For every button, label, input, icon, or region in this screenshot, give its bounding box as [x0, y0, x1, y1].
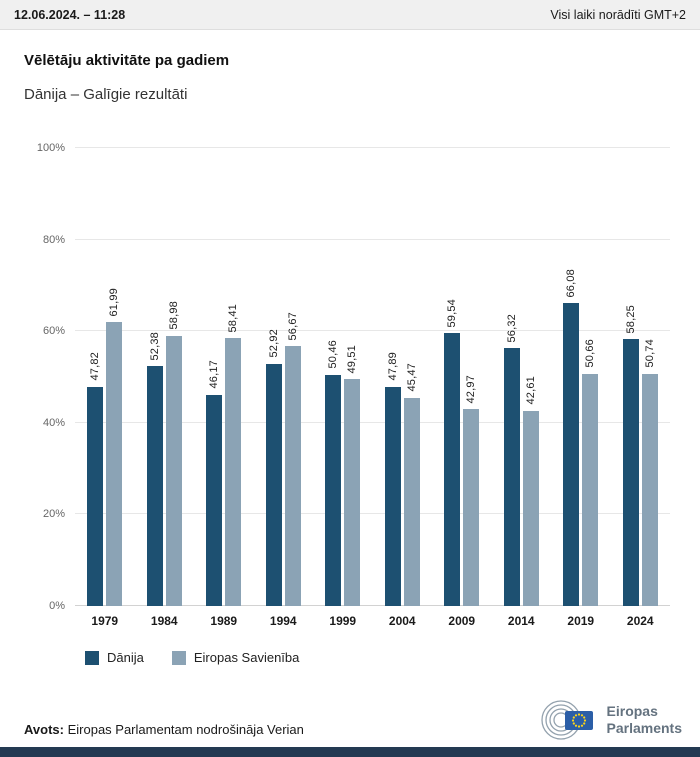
- ep-logo-text: Eiropas Parlaments: [607, 703, 682, 737]
- chart-plot-area: 0% 20% 40% 60% 80% 100% 47,82 61,99 52,38 58,98 46…: [37, 142, 671, 612]
- top-bar: 12.06.2024. – 11:28 Visi laiki norādīti …: [0, 0, 700, 30]
- bar-eiropas-savienība-1989: 58,41: [225, 304, 242, 606]
- bar-value-label: 59,54: [446, 298, 459, 328]
- y-tick-label: 20%: [42, 508, 65, 521]
- bar-value-label: 45,47: [405, 363, 418, 392]
- bar-value-label: 52,38: [148, 331, 161, 361]
- bar-eiropas-savienība-1979: 61,99: [106, 288, 123, 606]
- bar-value-label: 56,32: [505, 313, 518, 343]
- bar-group-1999: 50,46 49,51: [313, 148, 373, 606]
- gridline-0: [75, 605, 670, 606]
- y-tick-label: 40%: [42, 416, 65, 429]
- y-tick-label: 100%: [36, 142, 65, 154]
- bar-group-2009: 59,54 42,97: [432, 148, 492, 606]
- x-tick-label-2019: 2019: [567, 614, 595, 628]
- x-tick-label-1984: 1984: [150, 614, 178, 628]
- bar-group-1994: 52,92 56,67: [254, 148, 314, 606]
- source-label: Avots:: [24, 722, 64, 737]
- bar-value-label: 46,17: [208, 360, 221, 389]
- bar-value-label: 42,97: [465, 374, 478, 404]
- bar-value-label: 56,67: [286, 311, 299, 341]
- bar-value-label: 66,08: [565, 268, 578, 298]
- bar-dānija-2004: 47,89: [384, 352, 401, 606]
- bar-group-2004: 47,89 45,47: [373, 148, 433, 606]
- ep-logo-line2: Parlaments: [606, 720, 682, 736]
- y-tick-label: 60%: [42, 325, 65, 338]
- datetime-label: 12.06.2024. – 11:28: [14, 7, 126, 22]
- bar-group-2019: 66,08 50,66: [551, 148, 611, 606]
- legend-label: Eiropas Savienība: [193, 650, 300, 665]
- x-tick-label-2004: 2004: [388, 614, 416, 628]
- bar-dānija-2019: 66,08: [563, 269, 580, 606]
- gridline-80: [75, 238, 670, 240]
- ep-logo-line1: Eiropas: [606, 703, 658, 720]
- x-tick-label-1994: 1994: [269, 614, 297, 628]
- legend-label: Dānija: [107, 650, 144, 665]
- x-axis-labels: 1979 1984 1989 1994 1999 2004 2009 2014 2019 2024: [75, 614, 670, 628]
- x-tick-label-1979: 1979: [91, 614, 119, 628]
- gridline-60: [75, 330, 670, 332]
- bar-dānija-1984: 52,38: [146, 332, 163, 606]
- page-title: Vēlētāju aktivitāte pa gadiem: [24, 52, 230, 69]
- bar-dānija-1989: 46,17: [206, 360, 223, 606]
- bar-value-label: 47,82: [89, 352, 102, 381]
- bar-value-label: 58,98: [167, 301, 180, 330]
- bar-value-label: 58,25: [624, 304, 637, 334]
- bar-dānija-1994: 52,92: [265, 329, 282, 606]
- bar-eiropas-savienība-2004: 45,47: [403, 363, 420, 606]
- x-tick-label-2014: 2014: [507, 614, 535, 628]
- bar-eiropas-savienība-2009: 42,97: [463, 375, 480, 606]
- bar-eiropas-savienība-1994: 56,67: [284, 312, 301, 606]
- eu-flag-icon: [564, 711, 593, 730]
- bar-eiropas-savienība-1999: 49,51: [344, 345, 361, 606]
- title-block: Vēlētāju aktivitāte pa gadiem Dānija – G…: [0, 30, 700, 103]
- bar-value-label: 58,41: [227, 303, 240, 333]
- x-tick-label-1999: 1999: [329, 614, 357, 628]
- y-tick-label: 0%: [49, 600, 65, 612]
- bar-dānija-1979: 47,82: [87, 352, 104, 606]
- gridline-100: [75, 147, 670, 148]
- gridline-20: [75, 513, 670, 515]
- bar-group-2014: 56,32 42,61: [492, 148, 552, 606]
- bar-value-label: 49,51: [346, 344, 359, 374]
- bar-value-label: 52,92: [267, 329, 280, 358]
- legend-swatch: [171, 650, 186, 665]
- bar-group-2024: 58,25 50,74: [611, 148, 671, 606]
- bar-group-1984: 52,38 58,98: [135, 148, 195, 606]
- bar-dānija-2024: 58,25: [622, 305, 639, 606]
- bar-eiropas-savienība-2024: 50,74: [641, 339, 658, 606]
- bar-value-label: 50,74: [643, 339, 656, 368]
- chart-legend: Dānija Eiropas Savienība: [85, 650, 700, 665]
- timezone-note: Visi laiki norādīti GMT+2: [550, 7, 686, 22]
- bar-value-label: 50,46: [327, 340, 340, 369]
- x-tick-label-2009: 2009: [448, 614, 476, 628]
- bar-dānija-2014: 56,32: [503, 314, 520, 606]
- y-tick-label: 80%: [42, 233, 65, 246]
- x-tick-label-1989: 1989: [210, 614, 238, 628]
- source-text: Eiropas Parlamentam nodrošināja Verian: [67, 722, 304, 737]
- legend-item-dānija: Dānija: [85, 650, 144, 665]
- source-note: Avots: Eiropas Parlamentam nodrošināja V…: [24, 722, 304, 737]
- bar-dānija-1999: 50,46: [325, 340, 342, 606]
- x-tick-label-2024: 2024: [626, 614, 654, 628]
- european-parliament-logo: Eiropas Parlaments: [539, 697, 682, 743]
- bar-value-label: 47,89: [386, 352, 399, 381]
- legend-item-eiropas-savienība: Eiropas Savienība: [171, 650, 300, 665]
- bar-eiropas-savienība-2014: 42,61: [522, 376, 539, 606]
- bar-group-1979: 47,82 61,99: [75, 148, 135, 606]
- bar-group-1989: 46,17 58,41: [194, 148, 254, 606]
- page-subtitle: Dānija – Galīgie rezultāti: [24, 86, 188, 103]
- bar-value-label: 50,66: [584, 339, 597, 368]
- bar-chart: 0% 20% 40% 60% 80% 100% 47,82 61,99 52,38 58,98 46…: [37, 142, 671, 612]
- bottom-strip: [0, 747, 700, 757]
- bar-eiropas-savienība-1984: 58,98: [165, 301, 182, 606]
- gridline-40: [75, 421, 670, 423]
- bar-value-label: 42,61: [524, 376, 537, 405]
- bar-eiropas-savienība-2019: 50,66: [582, 339, 599, 606]
- ep-hemicycle-icon: [540, 700, 593, 740]
- bar-value-label: 61,99: [108, 287, 121, 317]
- legend-swatch: [85, 650, 99, 665]
- bar-dānija-2009: 59,54: [444, 299, 461, 606]
